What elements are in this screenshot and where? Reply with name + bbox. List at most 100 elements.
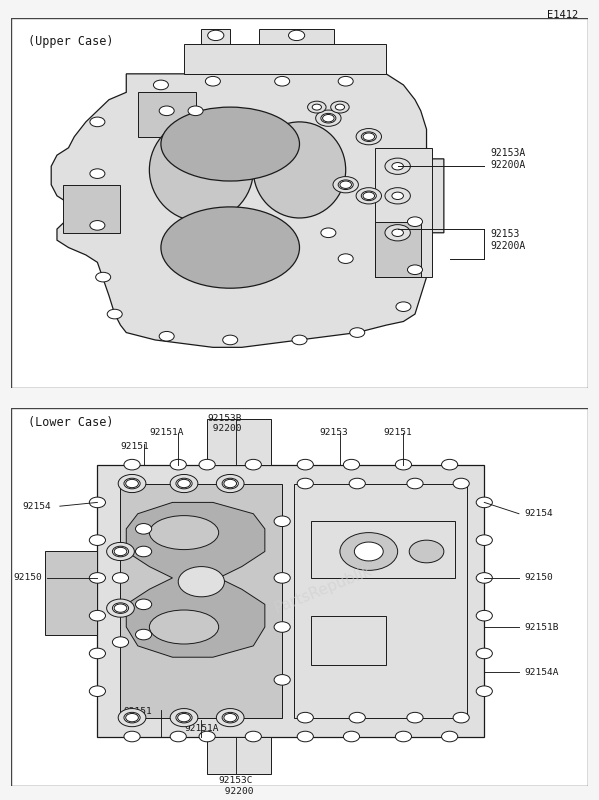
Circle shape: [356, 188, 382, 204]
Ellipse shape: [149, 610, 219, 644]
Circle shape: [205, 77, 220, 86]
Circle shape: [316, 110, 341, 126]
Circle shape: [170, 474, 198, 493]
Circle shape: [363, 133, 374, 140]
Circle shape: [396, 302, 411, 311]
Circle shape: [224, 714, 237, 722]
Circle shape: [338, 77, 353, 86]
Circle shape: [199, 459, 215, 470]
Circle shape: [223, 335, 238, 345]
Text: PartsRepublik: PartsRepublik: [271, 562, 374, 616]
Text: 92151: 92151: [383, 428, 412, 437]
Circle shape: [114, 604, 127, 612]
Circle shape: [89, 686, 105, 697]
Circle shape: [222, 478, 238, 489]
Circle shape: [124, 712, 140, 723]
Circle shape: [90, 221, 105, 230]
Text: 92150: 92150: [14, 574, 43, 582]
Circle shape: [124, 731, 140, 742]
Polygon shape: [138, 92, 195, 137]
Circle shape: [385, 188, 410, 204]
Circle shape: [340, 533, 398, 570]
Circle shape: [188, 106, 203, 116]
Circle shape: [135, 599, 152, 610]
Circle shape: [113, 637, 129, 647]
Circle shape: [343, 459, 359, 470]
Circle shape: [126, 714, 138, 722]
Circle shape: [107, 310, 122, 319]
Circle shape: [124, 478, 140, 489]
Circle shape: [170, 731, 186, 742]
Circle shape: [350, 328, 365, 338]
Circle shape: [392, 162, 404, 170]
Circle shape: [274, 516, 291, 526]
Ellipse shape: [253, 122, 346, 218]
Polygon shape: [120, 483, 282, 718]
Circle shape: [179, 566, 225, 597]
Circle shape: [118, 709, 146, 726]
Text: 92154: 92154: [22, 502, 51, 510]
Circle shape: [170, 709, 198, 726]
Circle shape: [323, 114, 334, 122]
Circle shape: [90, 117, 105, 126]
Circle shape: [274, 573, 291, 583]
Circle shape: [335, 104, 344, 110]
Polygon shape: [46, 551, 98, 634]
Circle shape: [409, 540, 444, 563]
Polygon shape: [126, 502, 265, 658]
Text: 92153C
 92200: 92153C 92200: [219, 776, 253, 795]
Circle shape: [297, 478, 313, 489]
Ellipse shape: [161, 107, 300, 181]
Circle shape: [297, 712, 313, 723]
Circle shape: [245, 459, 261, 470]
Circle shape: [349, 478, 365, 489]
Text: 92154: 92154: [525, 510, 553, 518]
Text: 92154A: 92154A: [525, 668, 559, 677]
Circle shape: [114, 547, 127, 556]
Circle shape: [395, 459, 412, 470]
Circle shape: [107, 542, 134, 561]
Circle shape: [176, 712, 192, 723]
Circle shape: [392, 229, 404, 237]
Polygon shape: [311, 522, 455, 578]
Circle shape: [89, 648, 105, 658]
Circle shape: [178, 479, 190, 488]
Circle shape: [113, 573, 129, 583]
Circle shape: [363, 192, 374, 199]
Text: (Lower Case): (Lower Case): [28, 416, 114, 430]
Text: 92151A: 92151A: [149, 428, 184, 437]
Circle shape: [395, 731, 412, 742]
Text: 92153B
 92200: 92153B 92200: [207, 414, 241, 433]
Circle shape: [159, 106, 174, 116]
Circle shape: [407, 265, 422, 274]
Circle shape: [245, 731, 261, 742]
Polygon shape: [294, 483, 467, 718]
Circle shape: [170, 459, 186, 470]
Text: 92151: 92151: [120, 442, 149, 451]
Circle shape: [441, 459, 458, 470]
Circle shape: [216, 709, 244, 726]
Circle shape: [124, 459, 140, 470]
Circle shape: [453, 478, 469, 489]
Polygon shape: [207, 419, 271, 465]
Circle shape: [343, 731, 359, 742]
Circle shape: [321, 228, 336, 238]
Polygon shape: [98, 465, 484, 737]
Circle shape: [89, 535, 105, 546]
Circle shape: [216, 474, 244, 493]
Text: 92153
92200A: 92153 92200A: [490, 229, 525, 251]
Circle shape: [292, 335, 307, 345]
Circle shape: [476, 686, 492, 697]
Circle shape: [476, 497, 492, 508]
Circle shape: [349, 712, 365, 723]
Circle shape: [208, 30, 224, 41]
Circle shape: [361, 191, 376, 201]
Circle shape: [275, 77, 290, 86]
Circle shape: [176, 478, 192, 489]
Polygon shape: [63, 185, 120, 233]
Circle shape: [321, 114, 336, 123]
Text: 92151A: 92151A: [184, 724, 219, 733]
Circle shape: [113, 603, 129, 614]
Ellipse shape: [149, 516, 219, 550]
Circle shape: [338, 254, 353, 263]
